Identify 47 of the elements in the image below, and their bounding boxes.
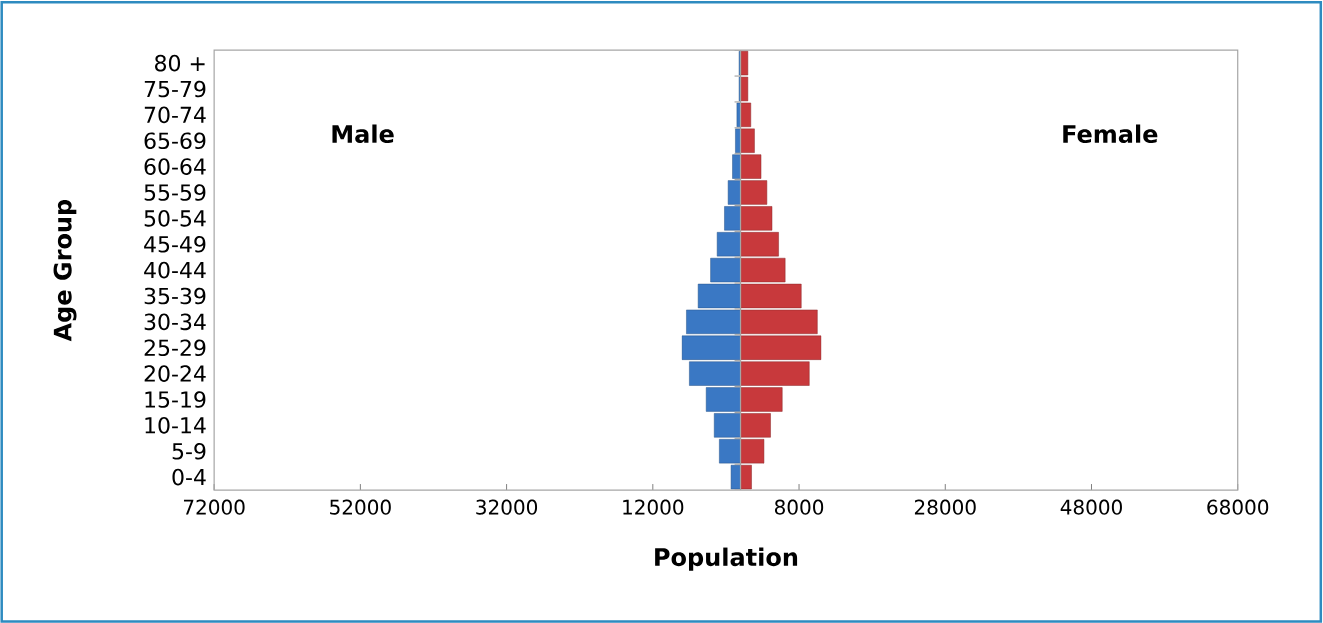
- bar: [686, 309, 741, 334]
- y-tick-label: 40-44: [144, 261, 206, 279]
- x-tick-label: 28000: [914, 499, 976, 515]
- bar: [740, 309, 818, 334]
- y-tick-label: 25-29: [144, 339, 206, 356]
- bar: [740, 413, 771, 438]
- annotation: Female: [1063, 124, 1158, 143]
- bar: [724, 206, 741, 231]
- bar: [705, 387, 741, 412]
- bar: [713, 413, 741, 438]
- x-tick-label: 12000: [623, 499, 684, 515]
- bar: [681, 335, 741, 360]
- y-tick-label: 75-79: [144, 80, 206, 98]
- y-tick-label: 15-19: [145, 391, 206, 408]
- x-tick-label: 68000: [1207, 499, 1269, 515]
- bar: [740, 154, 762, 179]
- y-tick-label: 5-9: [172, 442, 206, 460]
- x-tick-label: 8000: [774, 499, 824, 515]
- y-tick-label: 0-4: [172, 468, 206, 486]
- y-tick-label: 55-59: [144, 184, 206, 201]
- y-tick-label: 50-54: [144, 209, 206, 227]
- y-tick-label: 60-64: [144, 158, 206, 175]
- bar: [740, 128, 755, 153]
- y-tick-label: 65-69: [144, 132, 206, 149]
- y-tick-label: 20-24: [144, 365, 206, 382]
- bar: [740, 180, 768, 205]
- x-tick-label: 52000: [330, 499, 391, 515]
- bar: [740, 231, 779, 257]
- x-tick-label: 32000: [476, 499, 538, 515]
- y-tick-label: 70-74: [144, 106, 206, 124]
- x-tick-label: 72000: [183, 499, 245, 515]
- bar: [740, 206, 773, 231]
- x-tick-label: 48000: [1060, 499, 1122, 515]
- y-tick-label: 35-39: [144, 287, 206, 305]
- y-axis-title: Age Group: [53, 199, 77, 342]
- y-tick-label: 45-49: [144, 235, 206, 253]
- y-tick-label: 80 +: [155, 54, 205, 72]
- y-tick-label: 30-34: [144, 313, 206, 331]
- bar: [740, 283, 802, 309]
- x-axis-title: Population: [655, 547, 798, 571]
- annotation: Male: [332, 124, 394, 143]
- bar: [740, 335, 822, 360]
- bar: [689, 361, 741, 386]
- y-tick-label: 10-14: [145, 416, 206, 434]
- bar: [740, 257, 786, 283]
- bar: [740, 387, 783, 412]
- bar: [740, 361, 810, 386]
